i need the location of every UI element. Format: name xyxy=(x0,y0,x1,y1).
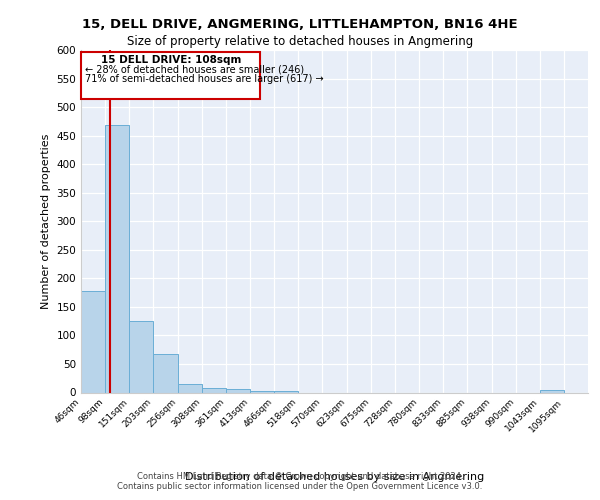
Bar xyxy=(105,126,130,392)
Text: Contains HM Land Registry data © Crown copyright and database right 2024.: Contains HM Land Registry data © Crown c… xyxy=(137,472,463,481)
Bar xyxy=(81,291,105,392)
Y-axis label: Number of detached properties: Number of detached properties xyxy=(41,134,51,309)
Bar xyxy=(226,389,250,392)
Bar xyxy=(250,391,274,392)
X-axis label: Distribution of detached houses by size in Angmering: Distribution of detached houses by size … xyxy=(185,472,484,482)
Text: ← 28% of detached houses are smaller (246): ← 28% of detached houses are smaller (24… xyxy=(85,65,304,75)
Text: 15 DELL DRIVE: 108sqm: 15 DELL DRIVE: 108sqm xyxy=(101,54,241,64)
Bar xyxy=(178,384,202,392)
Bar xyxy=(130,321,153,392)
Bar xyxy=(153,354,178,393)
Bar xyxy=(540,390,564,392)
Text: Size of property relative to detached houses in Angmering: Size of property relative to detached ho… xyxy=(127,35,473,48)
Text: Contains public sector information licensed under the Open Government Licence v3: Contains public sector information licen… xyxy=(118,482,482,491)
FancyBboxPatch shape xyxy=(82,52,260,98)
Text: 71% of semi-detached houses are larger (617) →: 71% of semi-detached houses are larger (… xyxy=(85,74,324,84)
Bar xyxy=(202,388,226,392)
Text: 15, DELL DRIVE, ANGMERING, LITTLEHAMPTON, BN16 4HE: 15, DELL DRIVE, ANGMERING, LITTLEHAMPTON… xyxy=(82,18,518,30)
